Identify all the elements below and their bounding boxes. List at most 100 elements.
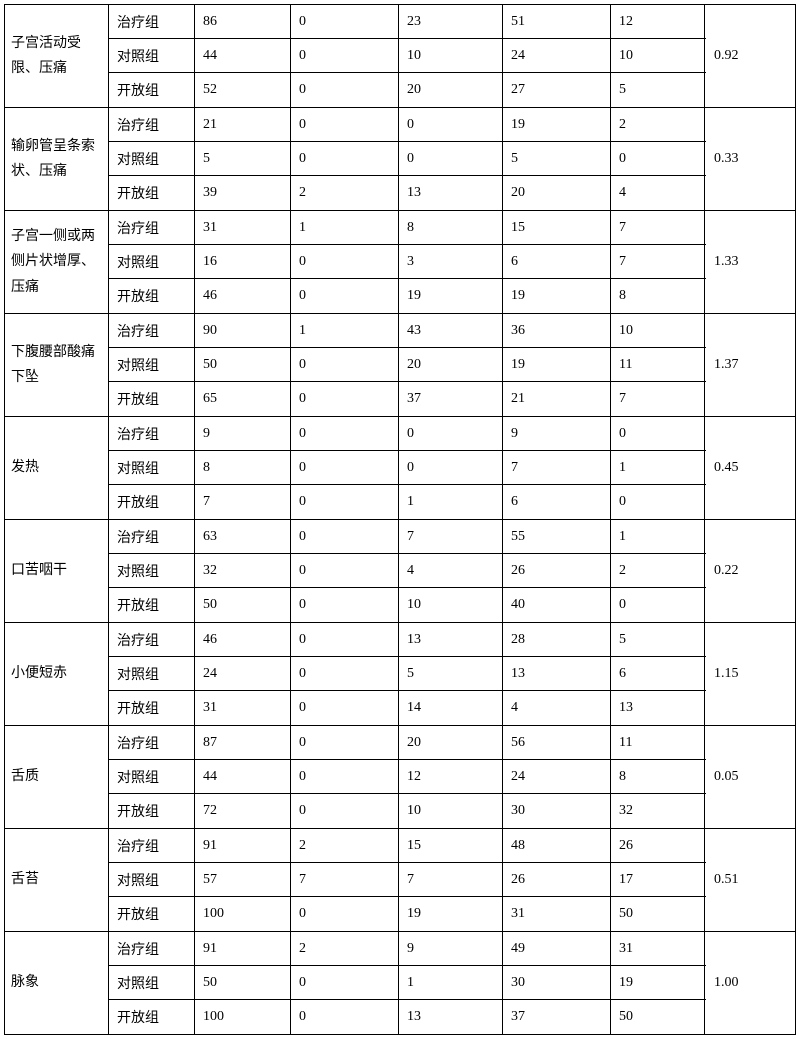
- data-cell: 30: [503, 794, 611, 828]
- data-cell: 4: [503, 691, 611, 725]
- data-cell: 0: [291, 5, 399, 38]
- data-cell: 10: [611, 39, 705, 72]
- table-section: 脉象治疗组91294931对照组50013019开放组10001337501.0…: [5, 932, 796, 1035]
- value-cell: 1.00: [706, 932, 796, 1034]
- data-cell: 28: [503, 623, 611, 656]
- table-row: 开放组1000133750: [109, 1000, 706, 1034]
- symptom-cell: 下腹腰部酸痛下坠: [5, 314, 109, 416]
- data-cell: 12: [611, 5, 705, 38]
- rows-container: 治疗组860235112对照组440102410开放组52020275: [109, 5, 706, 107]
- data-cell: 8: [611, 760, 705, 793]
- data-cell: 0: [291, 897, 399, 931]
- data-cell: 2: [291, 932, 399, 965]
- data-cell: 50: [195, 348, 291, 381]
- table-row: 治疗组860235112: [109, 5, 706, 39]
- data-cell: 2: [611, 108, 705, 141]
- table-row: 对照组44012248: [109, 760, 706, 794]
- data-cell: 9: [195, 417, 291, 450]
- data-cell: 51: [503, 5, 611, 38]
- rows-container: 治疗组46013285对照组2405136开放组31014413: [109, 623, 706, 725]
- data-cell: 0: [291, 794, 399, 828]
- data-cell: 0: [291, 966, 399, 999]
- group-cell: 对照组: [109, 554, 195, 587]
- group-cell: 治疗组: [109, 726, 195, 759]
- data-cell: 11: [611, 348, 705, 381]
- data-cell: 7: [611, 382, 705, 416]
- table-section: 下腹腰部酸痛下坠治疗组901433610对照组500201911开放组65037…: [5, 314, 796, 417]
- table-section: 子宫活动受限、压痛治疗组860235112对照组440102410开放组5202…: [5, 5, 796, 108]
- group-cell: 对照组: [109, 451, 195, 484]
- data-cell: 55: [503, 520, 611, 553]
- data-cell: 19: [611, 966, 705, 999]
- data-cell: 46: [195, 623, 291, 656]
- data-cell: 24: [195, 657, 291, 690]
- rows-container: 治疗组901433610对照组500201911开放组65037217: [109, 314, 706, 416]
- symptom-cell: 舌质: [5, 726, 109, 828]
- data-cell: 0: [291, 1000, 399, 1034]
- data-cell: 5: [611, 623, 705, 656]
- data-cell: 50: [611, 897, 705, 931]
- symptom-cell: 发热: [5, 417, 109, 519]
- table-row: 开放组720103032: [109, 794, 706, 828]
- data-cell: 0: [291, 279, 399, 313]
- data-cell: 0: [291, 588, 399, 622]
- data-cell: 0: [291, 554, 399, 587]
- data-cell: 56: [503, 726, 611, 759]
- data-cell: 0: [291, 245, 399, 278]
- group-cell: 开放组: [109, 176, 195, 210]
- table-row: 开放组1000193150: [109, 897, 706, 931]
- group-cell: 开放组: [109, 382, 195, 416]
- data-cell: 20: [399, 348, 503, 381]
- table-row: 治疗组870205611: [109, 726, 706, 760]
- table-row: 治疗组6307551: [109, 520, 706, 554]
- rows-container: 治疗组6307551对照组3204262开放组50010400: [109, 520, 706, 622]
- data-cell: 30: [503, 966, 611, 999]
- data-cell: 4: [611, 176, 705, 210]
- value-cell: 1.33: [706, 211, 796, 313]
- data-cell: 5: [399, 657, 503, 690]
- data-cell: 0: [291, 39, 399, 72]
- data-cell: 100: [195, 1000, 291, 1034]
- value-cell: 1.37: [706, 314, 796, 416]
- value-cell: 0.22: [706, 520, 796, 622]
- data-cell: 0: [399, 451, 503, 484]
- data-cell: 26: [611, 829, 705, 862]
- data-cell: 9: [503, 417, 611, 450]
- data-cell: 19: [399, 279, 503, 313]
- data-cell: 72: [195, 794, 291, 828]
- data-cell: 1: [291, 314, 399, 347]
- group-cell: 对照组: [109, 657, 195, 690]
- table-row: 对照组50050: [109, 142, 706, 176]
- data-cell: 10: [399, 39, 503, 72]
- data-cell: 0: [291, 760, 399, 793]
- data-cell: 24: [503, 39, 611, 72]
- data-cell: 1: [291, 211, 399, 244]
- data-cell: 6: [611, 657, 705, 690]
- data-cell: 15: [399, 829, 503, 862]
- rows-container: 治疗组3118157对照组160367开放组46019198: [109, 211, 706, 313]
- data-cell: 44: [195, 39, 291, 72]
- table-row: 开放组65037217: [109, 382, 706, 416]
- rows-container: 治疗组90090对照组80071开放组70160: [109, 417, 706, 519]
- data-cell: 0: [611, 485, 705, 519]
- data-cell: 65: [195, 382, 291, 416]
- group-cell: 治疗组: [109, 314, 195, 347]
- data-cell: 2: [611, 554, 705, 587]
- rows-container: 治疗组912154826对照组57772617开放组1000193150: [109, 829, 706, 931]
- data-cell: 90: [195, 314, 291, 347]
- table-row: 对照组80071: [109, 451, 706, 485]
- table-section: 发热治疗组90090对照组80071开放组701600.45: [5, 417, 796, 520]
- data-cell: 13: [611, 691, 705, 725]
- group-cell: 开放组: [109, 485, 195, 519]
- symptom-cell: 口苦咽干: [5, 520, 109, 622]
- table-row: 开放组70160: [109, 485, 706, 519]
- data-cell: 86: [195, 5, 291, 38]
- table-row: 对照组50013019: [109, 966, 706, 1000]
- data-cell: 13: [399, 176, 503, 210]
- data-cell: 50: [195, 966, 291, 999]
- data-cell: 52: [195, 73, 291, 107]
- data-cell: 36: [503, 314, 611, 347]
- data-cell: 7: [503, 451, 611, 484]
- symptom-cell: 子宫一侧或两侧片状增厚、压痛: [5, 211, 109, 313]
- table-row: 对照组500201911: [109, 348, 706, 382]
